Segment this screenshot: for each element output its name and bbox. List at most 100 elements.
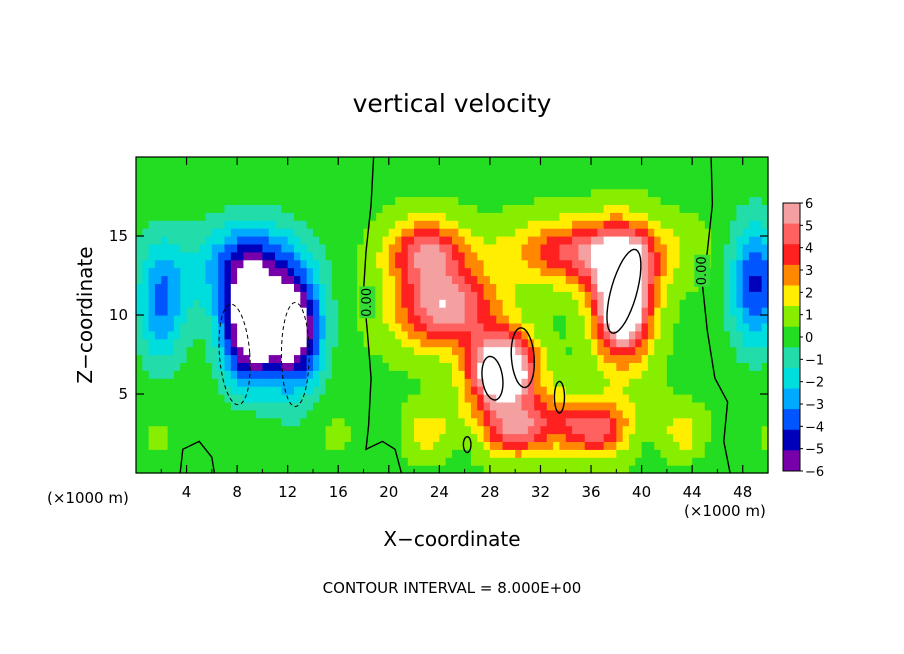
heatmap-cell <box>186 409 194 419</box>
heatmap-cell <box>407 212 415 221</box>
heatmap-cell <box>148 164 156 174</box>
heatmap-cell <box>249 457 257 466</box>
heatmap-cell <box>205 457 213 466</box>
heatmap-cell <box>464 346 472 356</box>
heatmap-cell <box>414 220 421 229</box>
heatmap-cell <box>673 330 681 340</box>
heatmap-cell <box>540 330 548 340</box>
heatmap-cell <box>458 378 466 387</box>
heatmap-cell <box>382 449 390 458</box>
heatmap-cell <box>407 409 415 419</box>
heatmap-cell <box>407 204 415 213</box>
heatmap-cell <box>338 307 346 316</box>
heatmap-cell <box>173 212 181 221</box>
heatmap-cell <box>237 449 245 458</box>
heatmap-cell <box>496 409 504 419</box>
heatmap-cell <box>597 449 605 458</box>
heatmap-cell <box>350 220 358 229</box>
heatmap-cell <box>591 441 598 450</box>
heatmap-cell <box>578 338 586 348</box>
heatmap-cell <box>508 322 516 332</box>
heatmap-cell <box>256 386 263 395</box>
heatmap-cell <box>521 172 529 182</box>
heatmap-cell <box>496 275 504 284</box>
heatmap-cell <box>515 417 523 427</box>
heatmap-cell <box>483 259 491 269</box>
heatmap-cell <box>597 212 605 221</box>
heatmap-cell <box>685 243 693 253</box>
heatmap-cell <box>736 441 744 450</box>
heatmap-cell <box>407 283 415 292</box>
heatmap-cell <box>445 228 453 237</box>
heatmap-cell <box>521 378 529 387</box>
heatmap-cell <box>470 346 478 356</box>
heatmap-cell <box>521 236 529 245</box>
heatmap-cell <box>679 259 687 269</box>
heatmap-cell <box>717 283 725 292</box>
heatmap-cell <box>186 370 194 379</box>
heatmap-cell <box>294 378 301 387</box>
heatmap-cell <box>452 220 459 229</box>
heatmap-cell <box>496 401 504 411</box>
heatmap-cell <box>294 338 301 348</box>
heatmap-cell <box>401 338 409 348</box>
heatmap-cell <box>268 354 276 363</box>
heatmap-cell <box>205 346 213 356</box>
heatmap-cell <box>515 157 523 166</box>
heatmap-cell <box>369 346 377 356</box>
heatmap-cell <box>325 259 333 269</box>
heatmap-cell <box>502 212 510 221</box>
heatmap-cell <box>281 457 289 466</box>
heatmap-cell <box>363 275 371 284</box>
heatmap-cell <box>559 243 567 253</box>
heatmap-cell <box>654 394 662 403</box>
heatmap-cell <box>742 220 750 229</box>
heatmap-cell <box>540 243 548 253</box>
colorbar-label: −6 <box>805 465 824 480</box>
heatmap-cell <box>749 394 756 403</box>
heatmap-cell <box>331 307 339 316</box>
heatmap-cell <box>755 362 763 371</box>
heatmap-cell <box>521 425 529 435</box>
heatmap-cell <box>515 338 523 348</box>
heatmap-cell <box>610 299 617 308</box>
heatmap-cell <box>749 212 756 221</box>
heatmap-cell <box>287 236 295 245</box>
heatmap-cell <box>527 157 535 166</box>
heatmap-cell <box>294 441 301 450</box>
heatmap-cell <box>300 275 308 284</box>
heatmap-cell <box>407 362 415 371</box>
heatmap-cell <box>224 433 232 442</box>
heatmap-cell <box>256 196 263 205</box>
heatmap-cell <box>610 378 617 387</box>
heatmap-cell <box>578 164 586 174</box>
heatmap-cell <box>489 362 497 371</box>
heatmap-cell <box>452 283 459 292</box>
heatmap-cell <box>256 346 263 356</box>
heatmap-cell <box>616 338 624 348</box>
heatmap-cell <box>382 338 390 348</box>
heatmap-cell <box>477 259 485 269</box>
heatmap-cell <box>161 291 169 300</box>
heatmap-cell <box>268 196 276 205</box>
heatmap-cell <box>692 283 700 292</box>
heatmap-cell <box>154 425 162 435</box>
heatmap-cell <box>388 180 396 190</box>
heatmap-cell <box>230 378 238 387</box>
heatmap-cell <box>433 338 440 348</box>
heatmap-cell <box>515 291 523 300</box>
heatmap-cell <box>603 386 611 395</box>
heatmap-cell <box>616 196 624 205</box>
heatmap-cell <box>502 204 510 213</box>
heatmap-cell <box>376 433 384 442</box>
heatmap-cell <box>527 188 535 198</box>
heatmap-cell <box>603 259 611 269</box>
heatmap-cell <box>591 188 598 198</box>
heatmap-cell <box>666 346 674 356</box>
heatmap-cell <box>679 441 687 450</box>
heatmap-cell <box>470 338 478 348</box>
heatmap-cell <box>218 401 226 411</box>
heatmap-cell <box>572 457 579 466</box>
colorbar-swatch <box>783 347 800 369</box>
heatmap-cell <box>591 275 598 284</box>
